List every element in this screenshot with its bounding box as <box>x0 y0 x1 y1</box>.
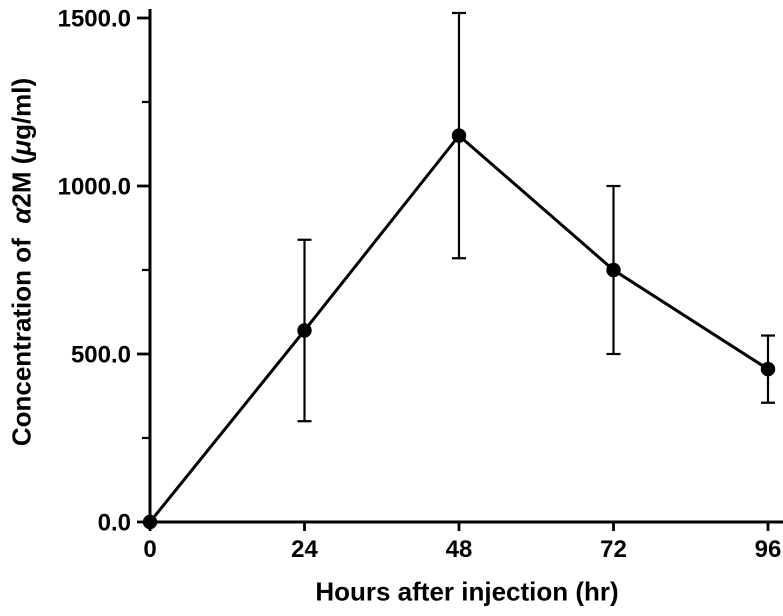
data-point-marker <box>142 514 158 530</box>
x-tick-label: 48 <box>446 536 473 563</box>
y-axis-title-text: Concentration of <box>6 223 37 447</box>
y-tick-label: 1500.0 <box>58 5 131 32</box>
mu-symbol: μ <box>6 139 37 156</box>
data-point-marker <box>760 361 776 377</box>
y-tick-label: 1000.0 <box>58 173 131 200</box>
y-tick-label: 0.0 <box>98 509 131 536</box>
data-point-marker <box>606 262 621 278</box>
alpha-symbol: α <box>6 207 37 224</box>
y-axis-title-text-3: g/ml) <box>6 77 37 140</box>
data-point-marker <box>451 128 467 143</box>
data-point-marker <box>297 323 312 338</box>
x-tick-label: 96 <box>755 536 782 563</box>
y-tick-label: 500.0 <box>71 341 131 368</box>
x-tick-label: 0 <box>143 536 156 563</box>
x-axis-title: Hours after injection (hr) <box>315 576 619 607</box>
x-tick-label: 24 <box>291 536 318 563</box>
y-axis-title-text-2: 2M ( <box>6 155 37 208</box>
y-axis-title: Concentration of α2M (μg/ml) <box>7 78 38 446</box>
x-tick-label: 72 <box>600 536 627 563</box>
